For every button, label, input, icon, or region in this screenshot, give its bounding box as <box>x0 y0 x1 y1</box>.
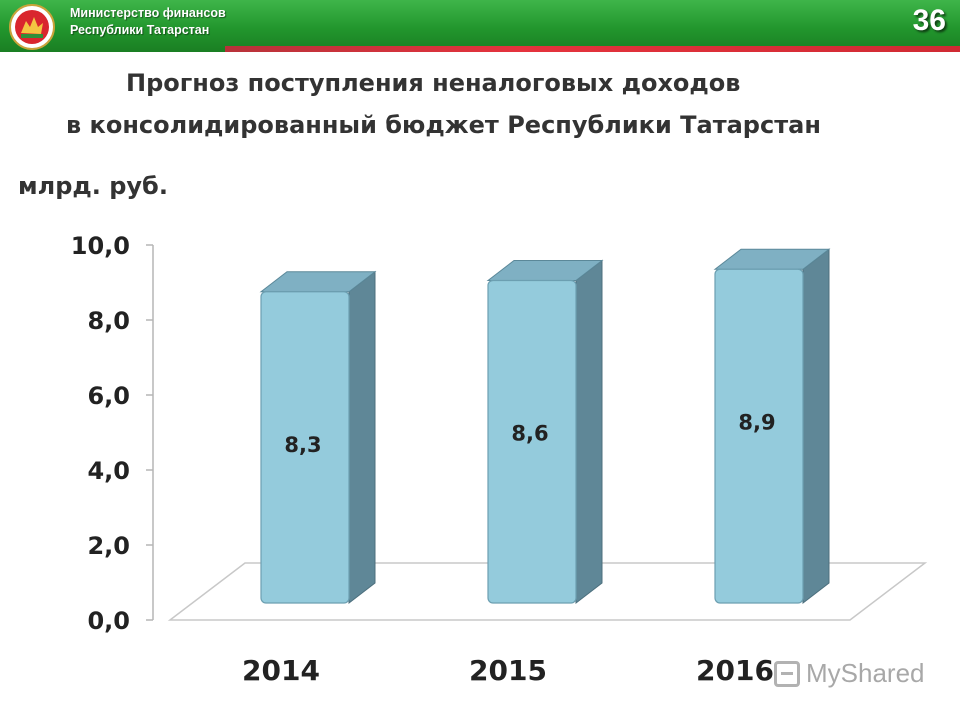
y-tick-label: 2,0 <box>87 532 130 560</box>
bar-side <box>575 259 603 605</box>
y-tick-label: 0,0 <box>87 607 130 635</box>
y-tick-label: 10,0 <box>71 232 130 260</box>
watermark-text: MyShared <box>806 658 925 688</box>
x-category-label: 2014 <box>242 654 320 687</box>
ministry-line-1: Министерство финансов <box>70 6 226 20</box>
bar-value-label: 8,9 <box>738 410 775 434</box>
title-line-1: Прогноз поступления неналоговых доходов <box>126 69 741 97</box>
page-number: 36 <box>912 4 946 37</box>
bar-side <box>802 248 830 605</box>
bar-value-label: 8,3 <box>284 433 321 457</box>
bar <box>260 291 350 604</box>
page-title: Прогноз поступления неналоговых доходов … <box>0 62 960 146</box>
x-category-label: 2016 <box>696 654 774 687</box>
bar <box>487 279 577 604</box>
header-bar: Министерство финансов Республики Татарст… <box>0 0 960 52</box>
bar-side <box>348 270 376 605</box>
title-line-2: в консолидированный бюджет Республики Та… <box>66 111 821 139</box>
chart-floor <box>167 562 928 621</box>
x-category-label: 2015 <box>469 654 547 687</box>
unit-label: млрд. руб. <box>18 172 168 200</box>
tatarstan-emblem-icon <box>9 4 55 50</box>
myshared-logo-icon <box>774 660 800 687</box>
y-tick-label: 4,0 <box>87 457 130 485</box>
ministry-name: Министерство финансов Республики Татарст… <box>70 5 226 39</box>
bar <box>714 268 804 604</box>
y-tick-label: 8,0 <box>87 307 130 335</box>
header-red-stripe <box>225 46 960 52</box>
y-tick-label: 6,0 <box>87 382 130 410</box>
watermark: MyShared <box>774 658 925 689</box>
bar-value-label: 8,6 <box>511 422 548 446</box>
ministry-line-2: Республики Татарстан <box>70 23 210 37</box>
